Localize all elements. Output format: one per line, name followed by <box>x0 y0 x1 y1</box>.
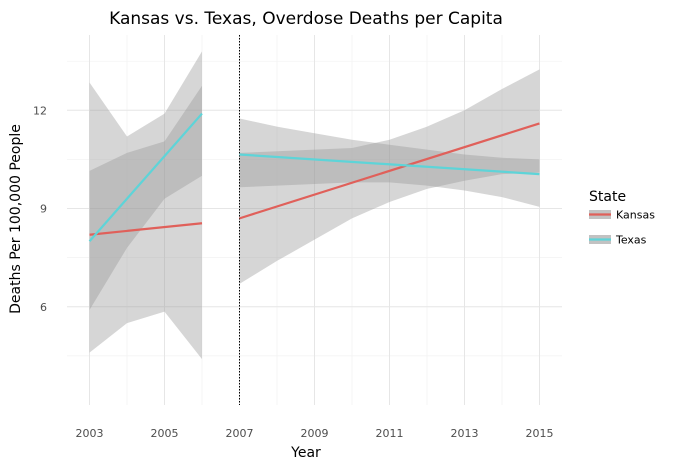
legend-title: State <box>589 189 626 205</box>
series-line-kansas <box>89 222 203 236</box>
legend: State Kansas Texas <box>589 189 655 247</box>
x-tick-label: 2013 <box>451 427 479 440</box>
x-tick-label: 2015 <box>526 427 554 440</box>
x-tick-label: 2003 <box>76 427 104 440</box>
confidence-bands <box>89 51 540 360</box>
x-axis-label: Year <box>290 445 321 461</box>
x-tick-labels: 2003 2005 2007 2009 2011 2013 2015 <box>76 427 554 440</box>
confidence-band-kansas <box>239 69 540 284</box>
confidence-band-kansas <box>89 85 202 311</box>
x-tick-label: 2009 <box>301 427 329 440</box>
chart-title: Kansas vs. Texas, Overdose Deaths per Ca… <box>109 9 503 29</box>
x-tick-label: 2007 <box>226 427 254 440</box>
series-line-texas <box>239 153 540 176</box>
legend-label-texas: Texas <box>615 234 647 247</box>
series-line-texas <box>88 112 203 243</box>
y-tick-label: 12 <box>33 104 47 117</box>
x-tick-label: 2005 <box>151 427 179 440</box>
grid-major <box>67 35 562 405</box>
y-tick-labels: 6 9 12 <box>33 104 47 313</box>
y-tick-label: 9 <box>40 203 47 216</box>
confidence-band-texas <box>239 118 540 207</box>
y-axis-label: Deaths Per 100,000 People <box>8 124 24 314</box>
x-tick-label: 2011 <box>376 427 404 440</box>
y-tick-label: 6 <box>40 301 47 314</box>
confidence-band-texas <box>89 51 202 360</box>
series-lines <box>88 112 540 243</box>
series-line-kansas <box>239 122 540 220</box>
legend-label-kansas: Kansas <box>616 209 655 222</box>
